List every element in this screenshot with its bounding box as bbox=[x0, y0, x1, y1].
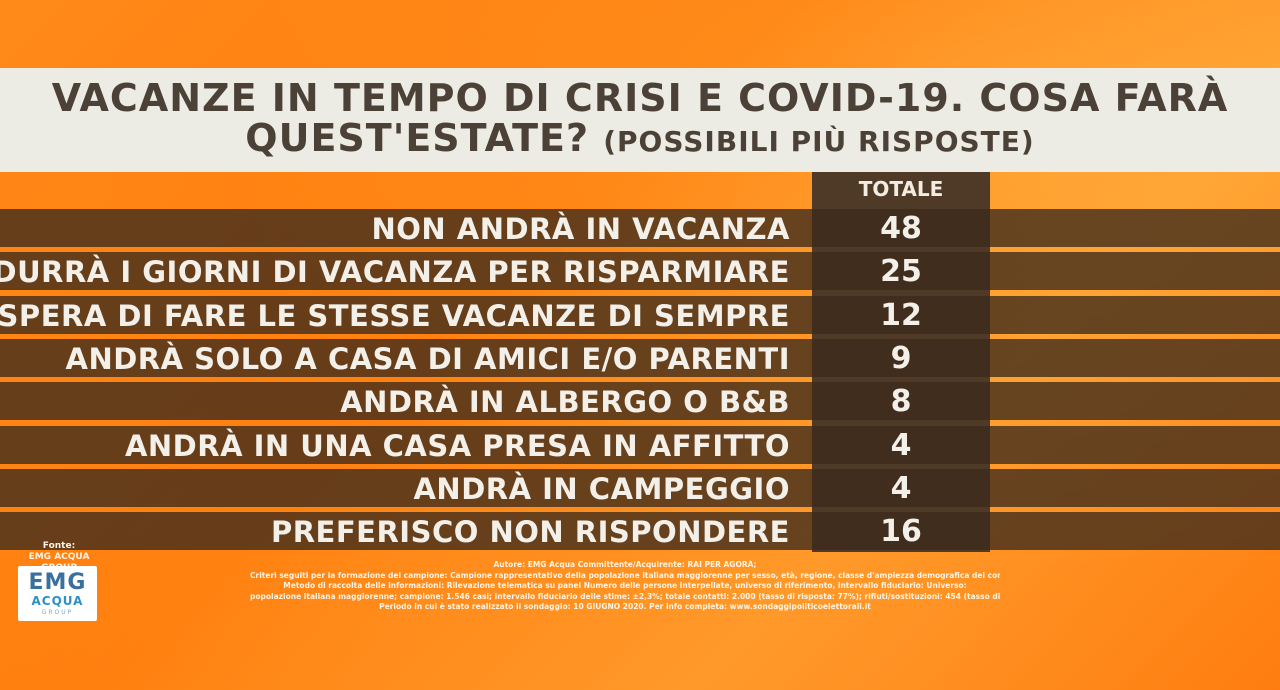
row-label: ANDRÀ IN CAMPEGGIO bbox=[413, 471, 790, 506]
note-line: Metodo di raccolta delle informazioni: R… bbox=[283, 581, 967, 590]
table-row: PREFERISCO NON RISPONDERE 16 bbox=[0, 512, 1280, 551]
source-label: Fonte: bbox=[42, 541, 76, 551]
row-label: PREFERISCO NON RISPONDERE bbox=[270, 515, 790, 550]
table-row: ANDRÀ SOLO A CASA DI AMICI E/O PARENTI 9 bbox=[0, 338, 1280, 377]
row-label: SPERA DI FARE LE STESSE VACANZE DI SEMPR… bbox=[0, 298, 790, 333]
row-value: 9 bbox=[890, 340, 912, 376]
logo-acqua-text: ACQUA bbox=[31, 594, 84, 608]
row-label: ANDRÀ IN UNA CASA PRESA IN AFFITTO bbox=[124, 428, 790, 463]
row-label: ANDRÀ SOLO A CASA DI AMICI E/O PARENTI bbox=[65, 341, 790, 376]
emg-acqua-logo: EMG ACQUA GROUP bbox=[18, 566, 97, 621]
row-label: ANDRÀ IN ALBERGO O B&B bbox=[340, 385, 790, 420]
row-label: RIDURRÀ I GIORNI DI VACANZA PER RISPARMI… bbox=[0, 255, 790, 290]
title-band: VACANZE IN TEMPO DI CRISI E COVID-19. CO… bbox=[0, 68, 1280, 172]
column-header-totale: TOTALE bbox=[812, 172, 990, 206]
logo-emg-text: EMG bbox=[28, 570, 87, 595]
chart-title-line1: VACANZE IN TEMPO DI CRISI E COVID-19. CO… bbox=[51, 76, 1229, 120]
row-value: 12 bbox=[880, 297, 922, 333]
row-value: 25 bbox=[880, 254, 922, 290]
table-row: ANDRÀ IN CAMPEGGIO 4 bbox=[0, 468, 1280, 507]
note-line: popolazione italiana maggiorenne; campio… bbox=[250, 591, 1000, 601]
table-row: RIDURRÀ I GIORNI DI VACANZA PER RISPARMI… bbox=[0, 252, 1280, 291]
note-line: Autore: EMG Acqua Committente/Acquirente… bbox=[493, 560, 757, 569]
table-row: ANDRÀ IN UNA CASA PRESA IN AFFITTO 4 bbox=[0, 425, 1280, 464]
row-value: 8 bbox=[890, 384, 912, 420]
chart-title-question: QUEST'ESTATE? bbox=[245, 116, 589, 160]
row-value: 16 bbox=[880, 514, 922, 550]
note-line: Periodo in cui è stato realizzato il son… bbox=[379, 602, 871, 611]
logo-group-text: GROUP bbox=[41, 609, 74, 616]
row-label: NON ANDRÀ IN VACANZA bbox=[371, 212, 790, 246]
table-row: SPERA DI FARE LE STESSE VACANZE DI SEMPR… bbox=[0, 295, 1280, 334]
methodology-notes: Autore: EMG Acqua Committente/Acquirente… bbox=[250, 560, 1000, 613]
table-row: NON ANDRÀ IN VACANZA 48 bbox=[0, 209, 1280, 247]
chart-subtitle: (POSSIBILI PIÙ RISPOSTE) bbox=[603, 125, 1035, 158]
table-row: ANDRÀ IN ALBERGO O B&B 8 bbox=[0, 382, 1280, 421]
row-value: 4 bbox=[890, 427, 912, 463]
note-line: Criteri seguiti per la formazione del ca… bbox=[250, 570, 1000, 580]
chart-title-line2: QUEST'ESTATE? (POSSIBILI PIÙ RISPOSTE) bbox=[0, 118, 1280, 162]
row-value: 48 bbox=[880, 211, 922, 246]
row-value: 4 bbox=[890, 470, 912, 506]
